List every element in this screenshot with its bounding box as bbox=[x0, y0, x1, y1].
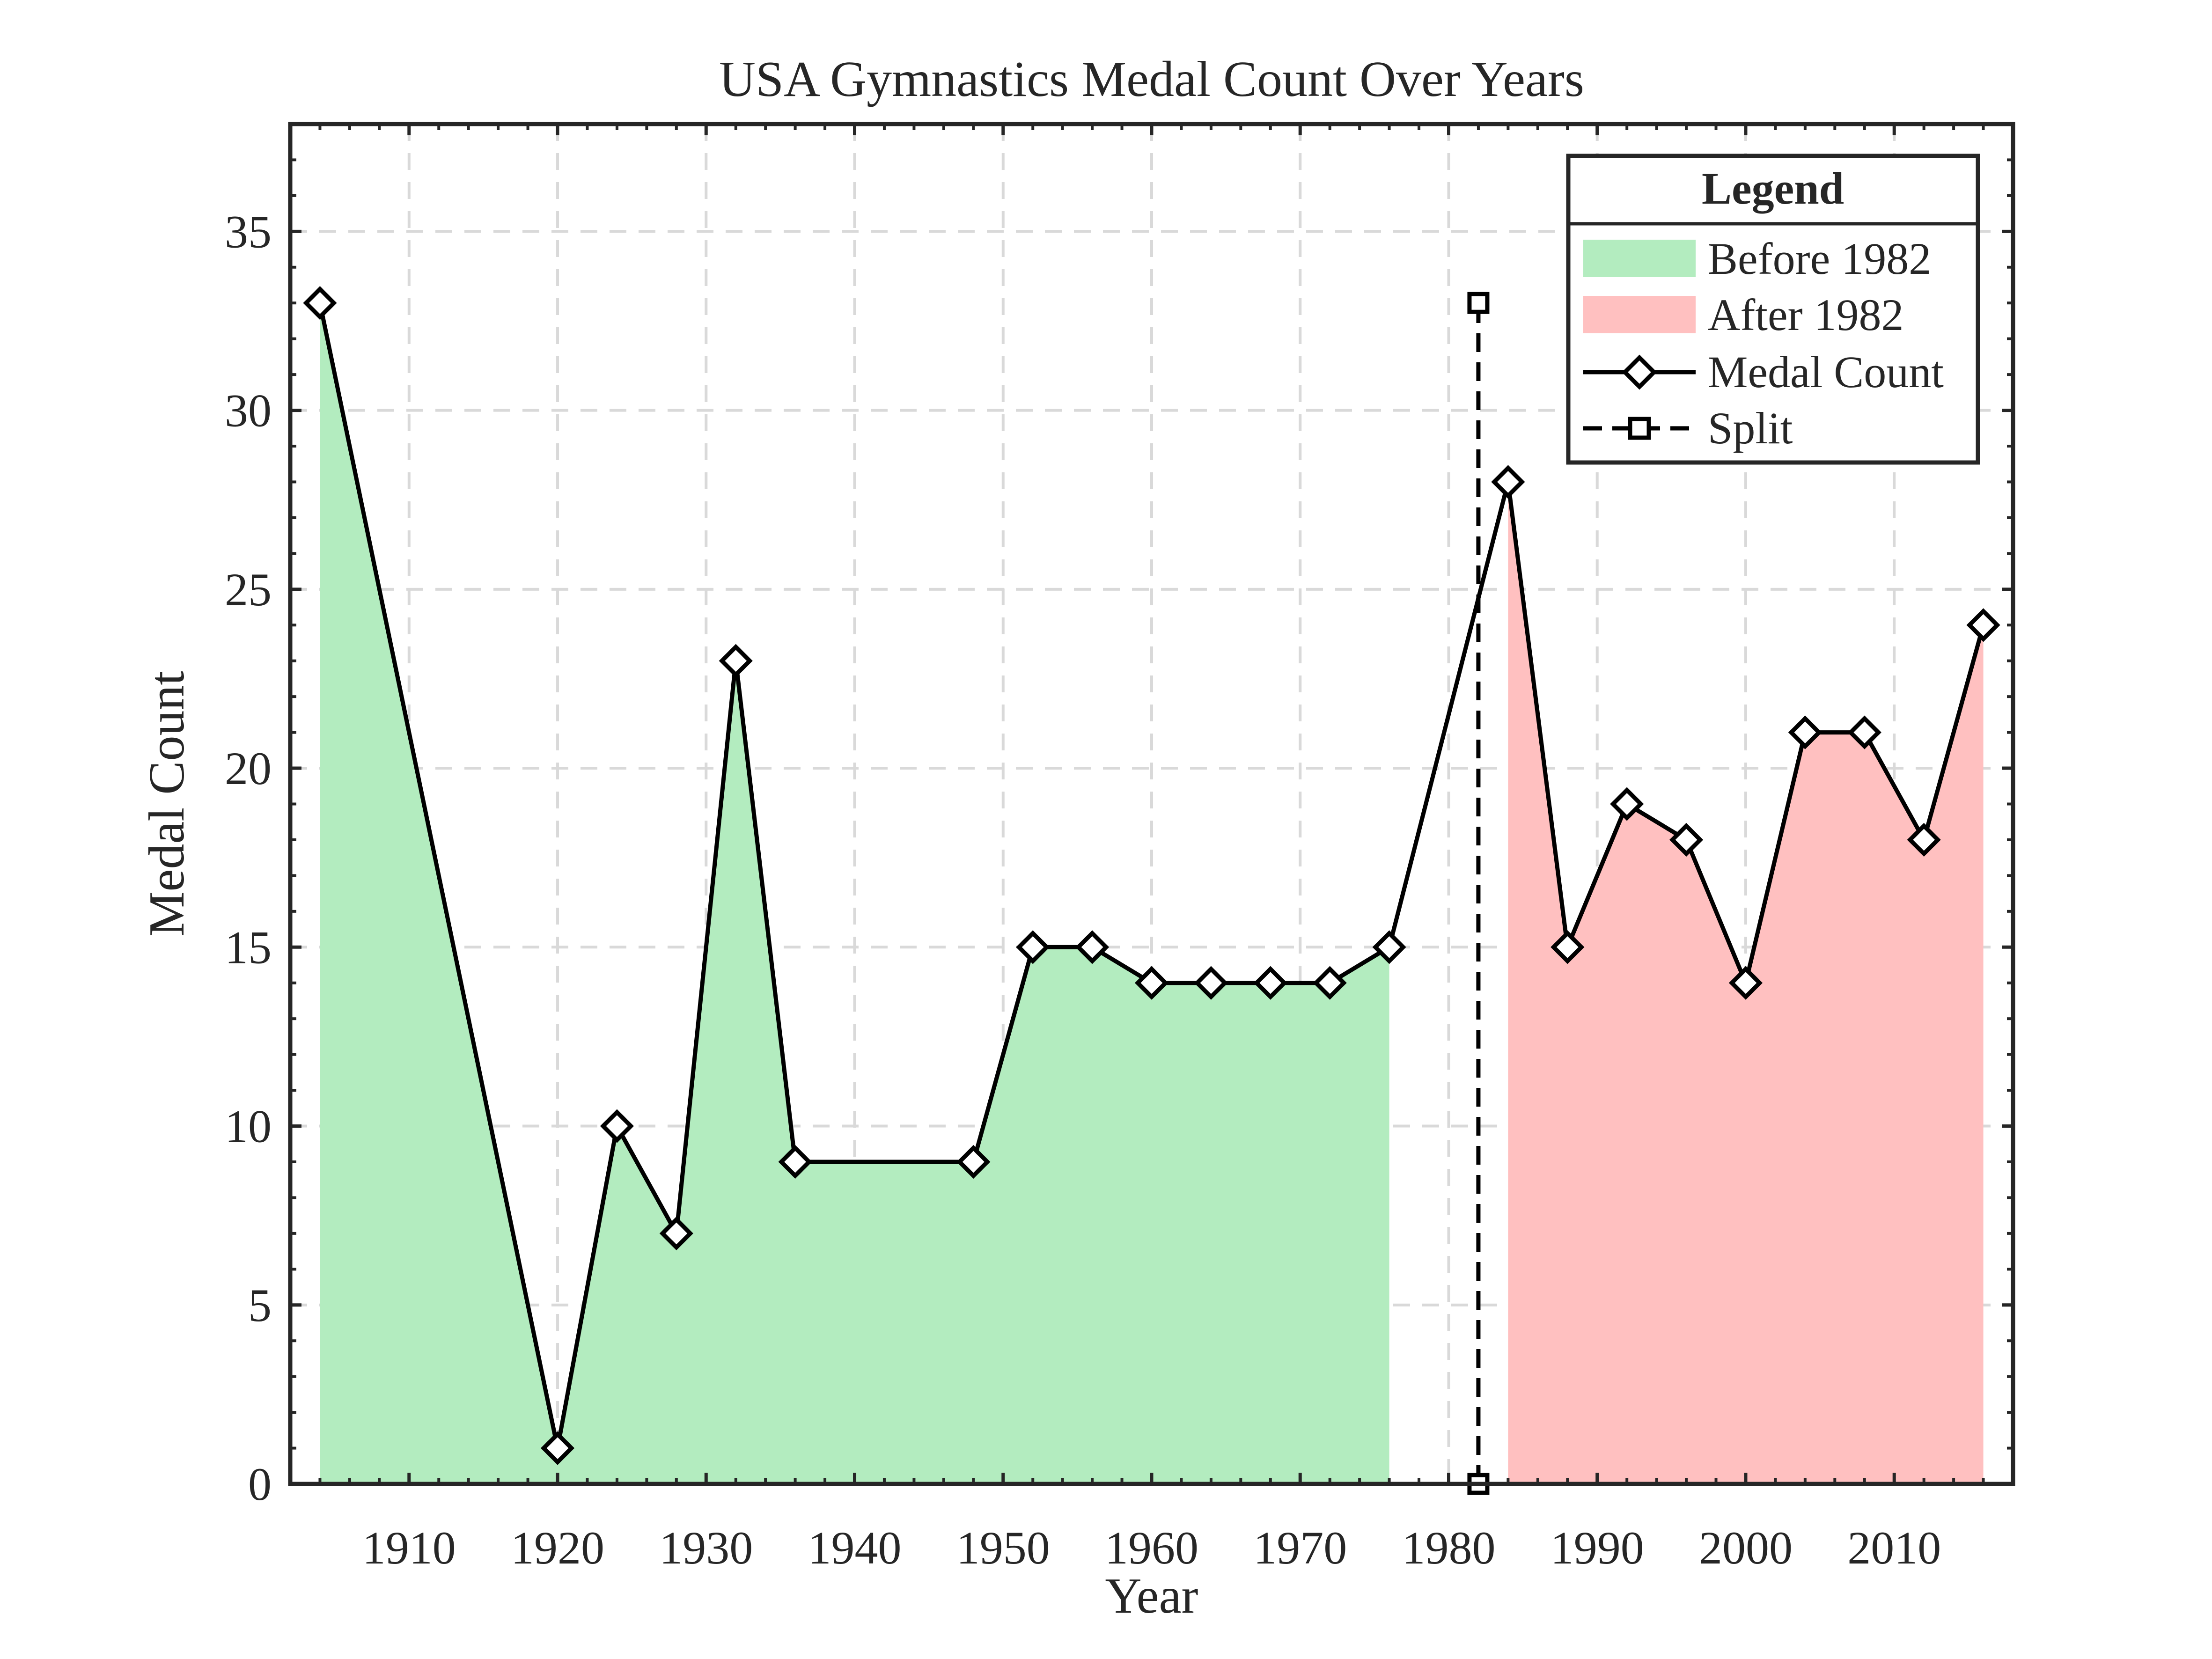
x-tick-label: 1980 bbox=[1402, 1522, 1495, 1574]
data-point-marker bbox=[1134, 966, 1169, 1000]
data-point-marker bbox=[1669, 822, 1704, 857]
x-tick-label: 1960 bbox=[1105, 1522, 1198, 1574]
data-point-marker bbox=[1788, 715, 1822, 749]
y-tick-label: 25 bbox=[225, 564, 272, 616]
x-tick-label: 1910 bbox=[362, 1522, 456, 1574]
data-point-marker bbox=[600, 1109, 634, 1143]
legend-label-split: Split bbox=[1708, 403, 1793, 453]
legend-swatch-after bbox=[1583, 296, 1696, 333]
y-tick-label: 0 bbox=[248, 1458, 272, 1510]
data-point-marker bbox=[1966, 608, 2000, 642]
data-point-marker bbox=[303, 286, 337, 320]
data-point-marker bbox=[1194, 966, 1228, 1000]
data-point-marker bbox=[1728, 966, 1763, 1000]
legend-marker-diamond-icon bbox=[1622, 354, 1657, 390]
x-tick-label: 1930 bbox=[659, 1522, 753, 1574]
data-point-marker bbox=[956, 1145, 991, 1179]
y-tick-label: 15 bbox=[225, 921, 272, 973]
x-tick-labels: 1910 1920 1930 1940 1950 1960 1970 1980 1990 2000… bbox=[362, 1522, 1941, 1574]
series-markers bbox=[303, 286, 2000, 1495]
area-fill-0 bbox=[320, 303, 1389, 1484]
legend-label-after: After 1982 bbox=[1708, 290, 1904, 340]
x-tick-label: 1920 bbox=[511, 1522, 604, 1574]
y-tick-labels: 0 5 10 15 20 25 30 35 bbox=[225, 206, 272, 1510]
x-tick-label: 1950 bbox=[956, 1522, 1050, 1574]
data-point-marker bbox=[1551, 930, 1585, 964]
data-point-marker bbox=[1491, 465, 1525, 499]
legend: Legend Before 1982 After 1982 Medal Coun… bbox=[1566, 154, 1980, 465]
y-tick-label: 10 bbox=[225, 1101, 272, 1152]
legend-swatch-before bbox=[1583, 240, 1696, 277]
data-point-marker bbox=[719, 644, 753, 678]
data-point-marker bbox=[1610, 787, 1644, 821]
x-tick-label: 1970 bbox=[1253, 1522, 1347, 1574]
y-tick-label: 5 bbox=[248, 1279, 272, 1331]
data-point-marker bbox=[1016, 930, 1050, 964]
data-point-marker bbox=[1847, 715, 1881, 749]
x-tick-label: 2000 bbox=[1699, 1522, 1793, 1574]
data-point-marker bbox=[1907, 822, 1941, 857]
y-tick-label: 20 bbox=[225, 742, 272, 794]
data-point-marker bbox=[1253, 966, 1287, 1000]
x-axis-label: Year bbox=[1105, 1568, 1198, 1624]
x-tick-label: 1940 bbox=[808, 1522, 902, 1574]
x-tick-label: 2010 bbox=[1847, 1522, 1941, 1574]
legend-label-before: Before 1982 bbox=[1708, 234, 1931, 284]
y-tick-label: 35 bbox=[225, 206, 272, 257]
legend-title: Legend bbox=[1702, 163, 1844, 213]
data-point-marker bbox=[778, 1145, 812, 1179]
split-marker-square bbox=[1467, 292, 1490, 314]
legend-label-medal: Medal Count bbox=[1708, 347, 1944, 397]
plot-area-frame bbox=[288, 122, 2015, 1486]
x-tick-label: 1990 bbox=[1551, 1522, 1644, 1574]
y-tick-label: 30 bbox=[225, 385, 272, 437]
data-point-marker bbox=[1313, 966, 1347, 1000]
data-point-marker bbox=[1075, 930, 1110, 964]
data-point-marker bbox=[540, 1431, 575, 1465]
y-axis-label: Medal Count bbox=[139, 671, 195, 937]
legend-marker-square-icon bbox=[1628, 417, 1651, 440]
chart-title: USA Gymnastics Medal Count Over Years bbox=[719, 51, 1584, 107]
data-point-marker bbox=[1372, 930, 1406, 964]
data-point-marker bbox=[659, 1216, 693, 1250]
